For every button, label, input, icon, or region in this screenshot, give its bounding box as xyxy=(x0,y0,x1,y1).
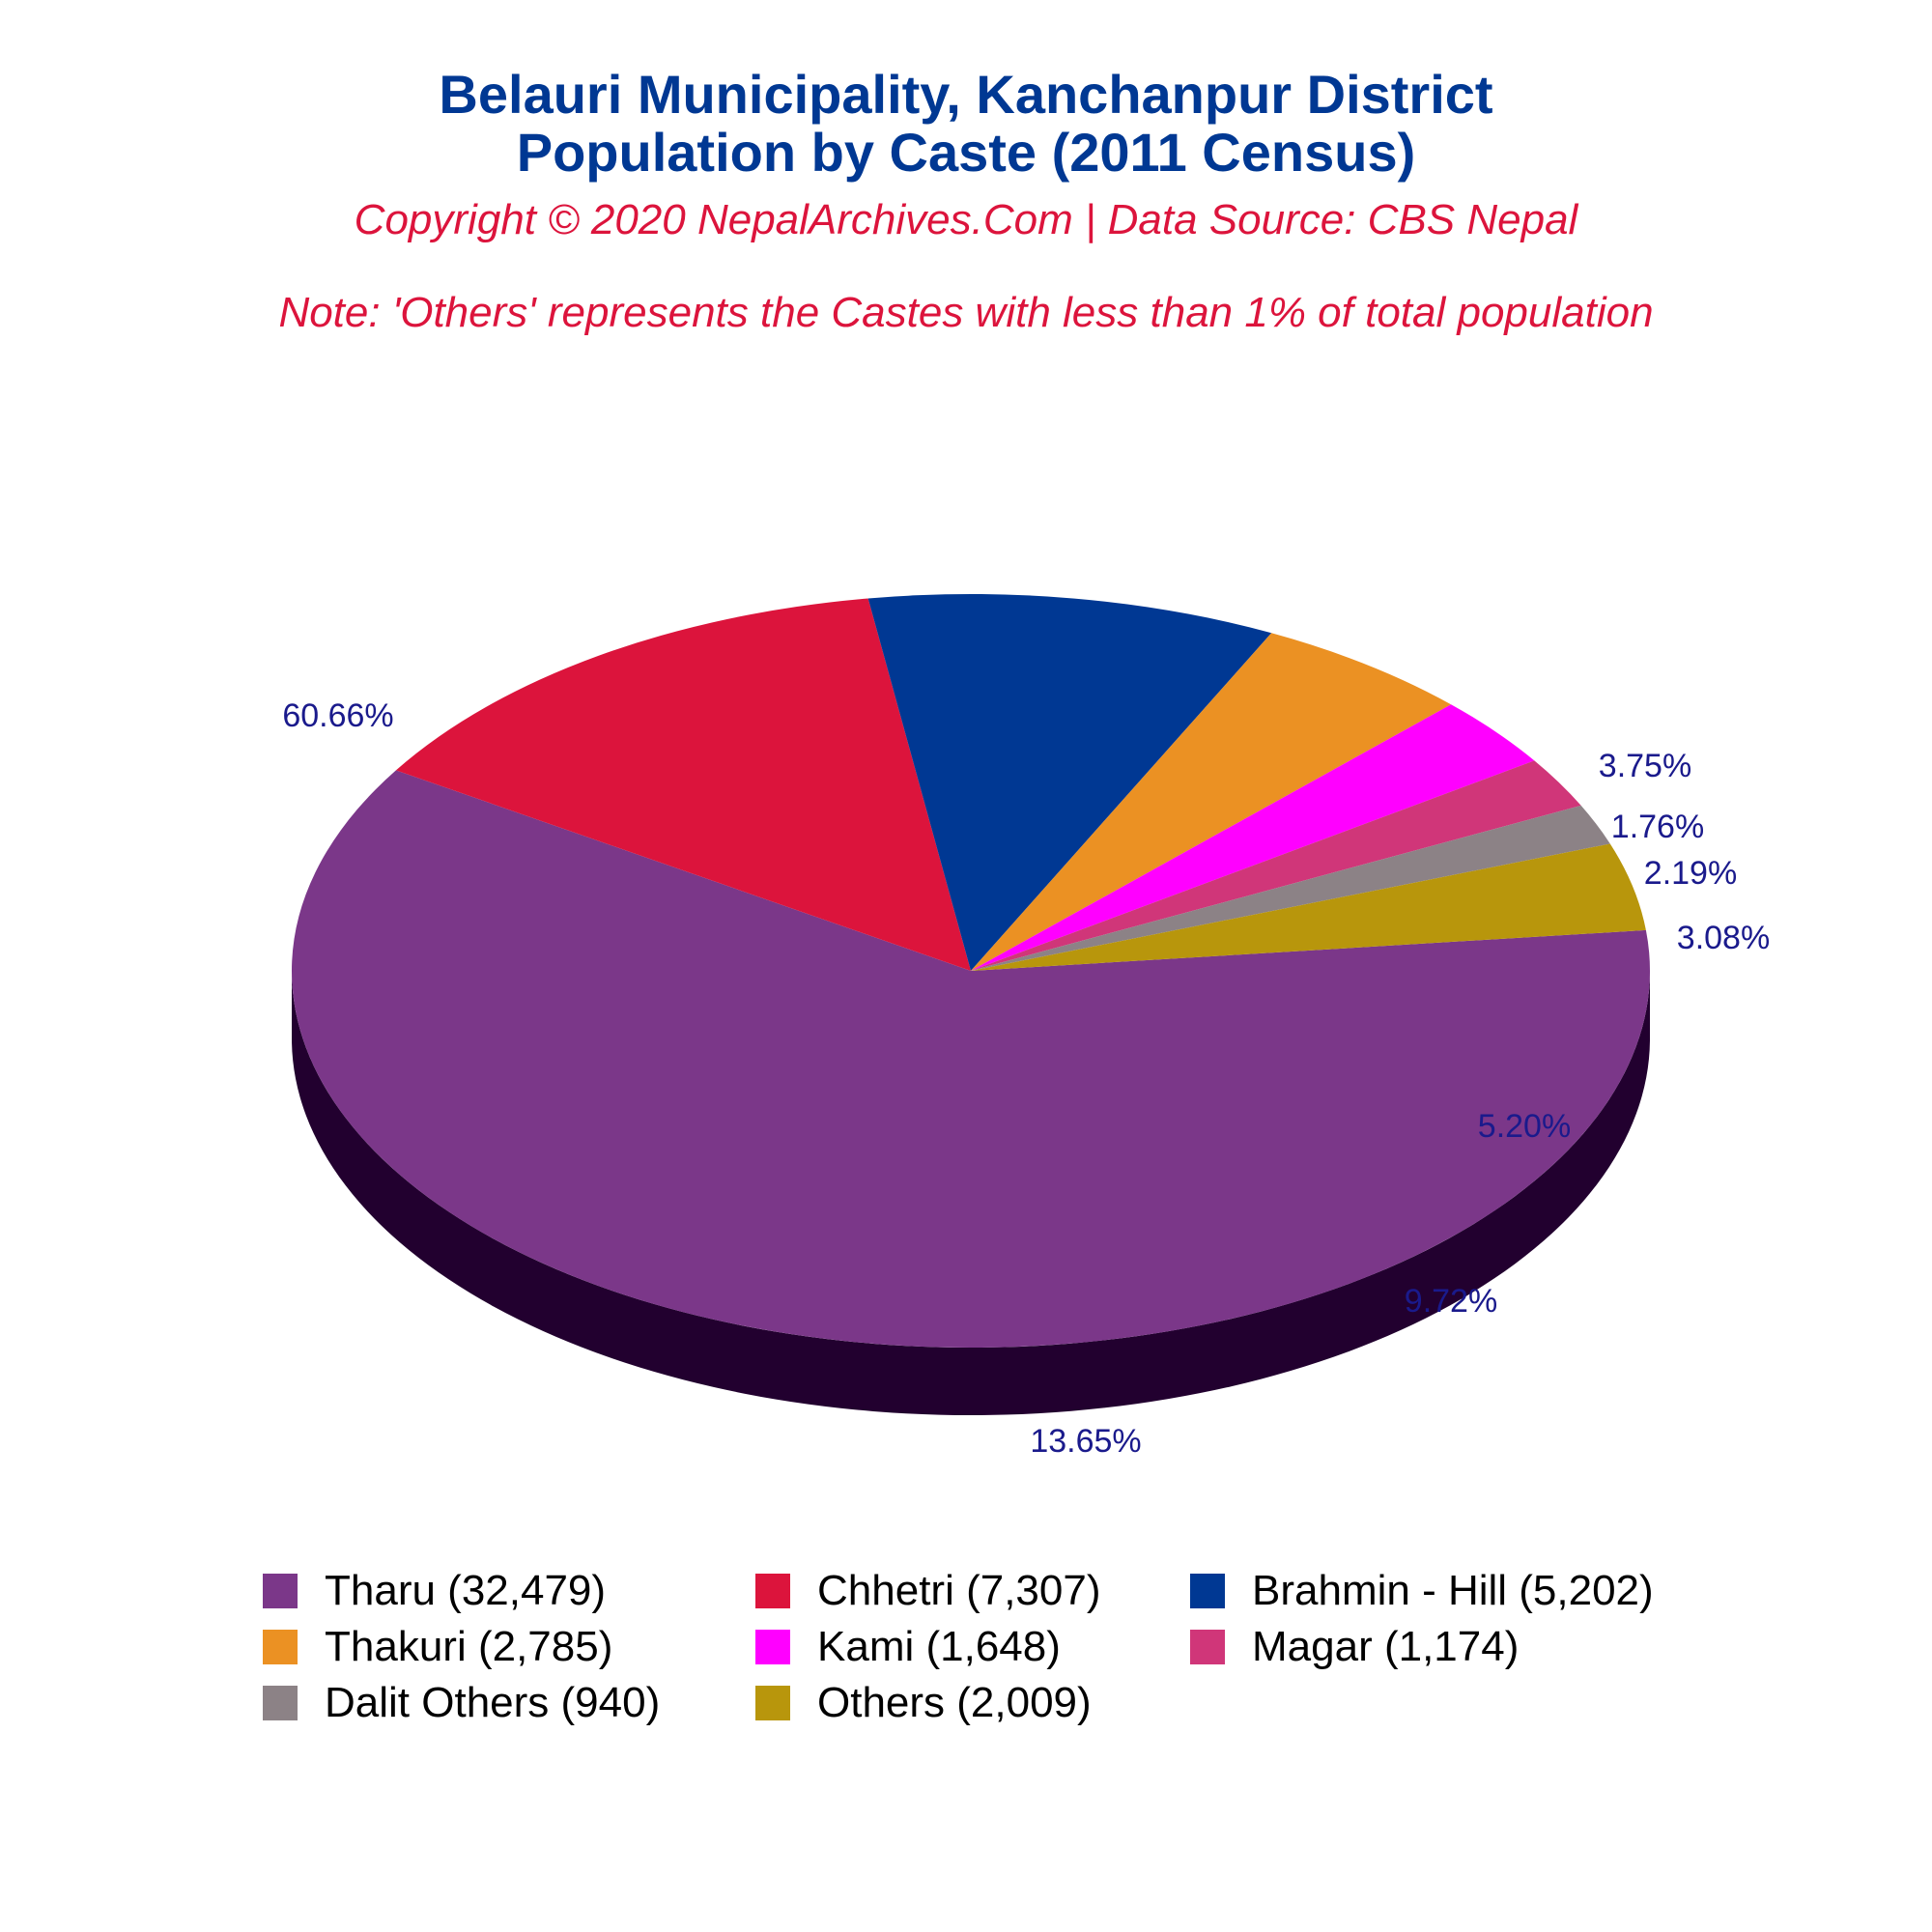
pie-sides xyxy=(292,973,1650,1416)
legend-item-tharu: Tharu (32,479) xyxy=(263,1565,755,1617)
legend-swatch-kami xyxy=(755,1630,790,1664)
pie-slice-tharu xyxy=(292,770,1651,1348)
pie-label-brahmin-hill: 9.72% xyxy=(1405,1283,1497,1320)
pie-slice-dalit-others xyxy=(971,805,1610,971)
pie-labels: 60.66% 13.65% 9.72% 5.20% 3.08% 2.19% 1.76% 3.7… xyxy=(282,697,1770,1460)
legend-item-kami: Kami (1,648) xyxy=(755,1621,1190,1673)
legend-swatch-tharu xyxy=(263,1574,298,1608)
copyright-subtitle: Copyright © 2020 NepalArchives.Com | Dat… xyxy=(354,196,1578,243)
legend-swatch-brahmin-hill xyxy=(1190,1574,1225,1608)
legend-item-thakuri: Thakuri (2,785) xyxy=(263,1621,755,1673)
pie-label-magar: 2.19% xyxy=(1644,855,1737,892)
pie-label-thakuri: 5.20% xyxy=(1478,1108,1571,1145)
legend-item-others: Others (2,009) xyxy=(755,1677,1190,1729)
chart-note: Note: 'Others' represents the Castes wit… xyxy=(278,289,1654,336)
legend-swatch-thakuri xyxy=(263,1630,298,1664)
legend-swatch-chhetri xyxy=(755,1574,790,1608)
legend-label-dalit-others: Dalit Others (940) xyxy=(325,1679,661,1726)
pie-label-dalit-others: 1.76% xyxy=(1611,809,1704,845)
pie-slice-thakuri xyxy=(971,633,1452,971)
pie-label-others: 3.75% xyxy=(1599,748,1691,784)
legend-label-brahmin-hill: Brahmin - Hill (5,202) xyxy=(1252,1567,1654,1614)
chart-title-line2: Population by Caste (2011 Census) xyxy=(516,122,1416,183)
pie-slice-magar xyxy=(971,760,1581,971)
legend-item-dalit-others: Dalit Others (940) xyxy=(263,1677,755,1729)
pie-label-kami: 3.08% xyxy=(1677,920,1770,956)
pie-slice-others xyxy=(971,843,1646,971)
legend-item-brahmin-hill: Brahmin - Hill (5,202) xyxy=(1190,1565,1731,1617)
legend-label-magar: Magar (1,174) xyxy=(1252,1623,1520,1670)
legend-label-thakuri: Thakuri (2,785) xyxy=(325,1623,613,1670)
legend-label-kami: Kami (1,648) xyxy=(817,1623,1061,1670)
legend-item-chhetri: Chhetri (7,307) xyxy=(755,1565,1190,1617)
legend-item-magar: Magar (1,174) xyxy=(1190,1621,1731,1673)
legend-swatch-dalit-others xyxy=(263,1686,298,1720)
legend-label-tharu: Tharu (32,479) xyxy=(325,1567,607,1614)
chart-title-line1: Belauri Municipality, Kanchanpur Distric… xyxy=(439,64,1493,125)
pie-slice-chhetri xyxy=(395,598,971,971)
pie-label-chhetri: 13.65% xyxy=(1030,1423,1141,1460)
legend-swatch-others xyxy=(755,1686,790,1720)
pie-label-tharu: 60.66% xyxy=(282,697,393,734)
pie-tops xyxy=(292,594,1651,1348)
legend-label-others: Others (2,009) xyxy=(817,1679,1092,1726)
pie-slice-kami xyxy=(971,704,1535,971)
legend-label-chhetri: Chhetri (7,307) xyxy=(817,1567,1101,1614)
chart-legend: Tharu (32,479) Chhetri (7,307) Brahmin - H… xyxy=(263,1565,1731,1729)
legend-swatch-magar xyxy=(1190,1630,1225,1664)
pie-side-tharu xyxy=(292,973,1650,1416)
pie-slice-brahmin-hill xyxy=(867,594,1272,971)
